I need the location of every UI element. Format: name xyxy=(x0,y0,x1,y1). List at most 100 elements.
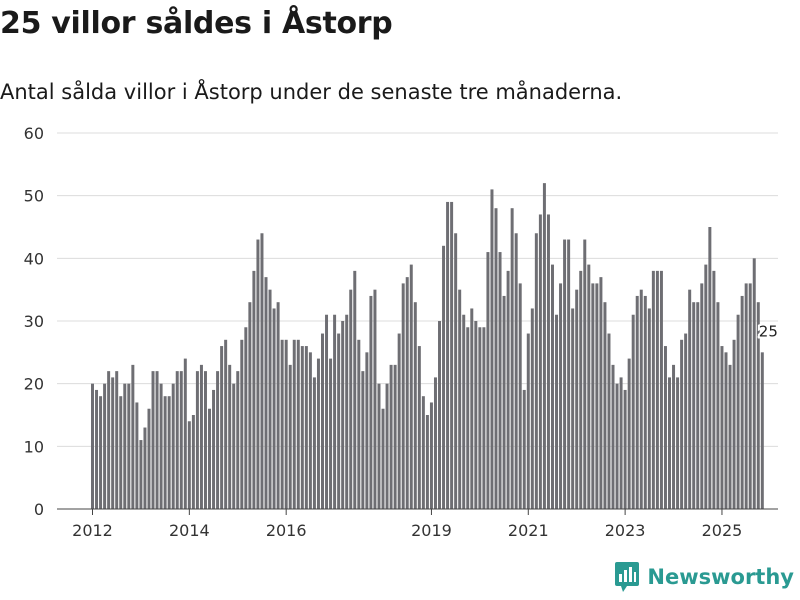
bar xyxy=(272,308,276,509)
bar xyxy=(748,283,752,509)
x-tick-label: 2025 xyxy=(702,521,743,540)
x-tick-label: 2014 xyxy=(169,521,210,540)
bar xyxy=(672,364,676,509)
bar xyxy=(203,371,207,509)
bar xyxy=(482,327,486,509)
bar xyxy=(333,314,337,509)
y-tick-label: 60 xyxy=(24,124,44,143)
bar xyxy=(627,358,631,509)
bar xyxy=(676,377,680,509)
y-tick-label: 20 xyxy=(24,375,44,394)
bar xyxy=(567,239,571,510)
bar xyxy=(603,302,607,509)
bar xyxy=(700,283,704,509)
bar xyxy=(514,233,518,509)
bar xyxy=(425,415,429,509)
bar xyxy=(692,302,696,509)
bar xyxy=(127,383,131,509)
bar xyxy=(240,339,244,509)
highlight-value-label: 25 xyxy=(759,322,778,340)
bar xyxy=(530,308,534,509)
chart-title: 25 villor såldes i Åstorp xyxy=(0,6,393,41)
bar xyxy=(631,314,635,509)
bar xyxy=(236,371,240,509)
bar xyxy=(107,371,111,509)
bar xyxy=(389,364,393,509)
bar xyxy=(284,339,288,509)
bar xyxy=(321,333,324,509)
y-tick-label: 10 xyxy=(24,437,44,456)
x-tick-label: 2019 xyxy=(411,521,452,540)
bar xyxy=(308,352,312,509)
bar xyxy=(147,408,151,509)
bar xyxy=(433,377,437,509)
bar xyxy=(131,364,135,509)
newsworthy-logo-icon xyxy=(615,562,640,592)
bar xyxy=(288,364,292,509)
y-tick-label: 40 xyxy=(24,249,44,268)
bar xyxy=(559,283,563,509)
bar xyxy=(643,295,647,509)
bar xyxy=(103,383,107,509)
bar xyxy=(369,295,373,509)
bar xyxy=(696,302,700,509)
bar xyxy=(195,371,199,509)
bar xyxy=(280,339,284,509)
bar xyxy=(555,314,559,509)
bar xyxy=(361,371,365,509)
bar xyxy=(619,377,623,509)
bar xyxy=(470,308,474,509)
bar xyxy=(353,270,357,509)
y-tick-label: 0 xyxy=(34,500,44,519)
bar xyxy=(111,377,115,509)
bar xyxy=(397,333,401,509)
bar xyxy=(720,346,724,509)
bar xyxy=(155,371,159,509)
bar xyxy=(143,427,147,509)
bar xyxy=(534,233,538,509)
bar xyxy=(575,289,579,509)
bar xyxy=(91,383,94,509)
bar xyxy=(454,233,458,509)
bar xyxy=(95,389,99,509)
bar xyxy=(401,283,405,509)
bar xyxy=(688,289,692,509)
bar xyxy=(373,289,377,509)
bar xyxy=(224,339,228,509)
bars xyxy=(91,183,764,510)
bar xyxy=(171,383,175,509)
bar xyxy=(417,346,421,509)
bar xyxy=(651,270,655,509)
x-tick-label: 2023 xyxy=(605,521,646,540)
bar xyxy=(212,389,216,509)
bar xyxy=(647,308,651,509)
bar xyxy=(728,364,732,509)
bar xyxy=(115,371,119,509)
bar xyxy=(740,295,744,509)
bar xyxy=(502,295,506,509)
bar xyxy=(159,383,163,509)
bar xyxy=(611,364,615,509)
bar xyxy=(542,183,546,509)
bar xyxy=(583,239,587,510)
bar xyxy=(276,302,280,509)
bar xyxy=(341,321,345,509)
bar xyxy=(623,389,627,509)
bar xyxy=(663,346,667,509)
bar xyxy=(668,377,671,509)
bar xyxy=(187,421,191,509)
chart-subtitle: Antal sålda villor i Åstorp under de sen… xyxy=(0,80,623,104)
bar xyxy=(421,396,425,509)
bar xyxy=(304,346,308,509)
bar xyxy=(486,252,490,510)
bar xyxy=(312,377,316,509)
bar xyxy=(99,396,103,509)
bar xyxy=(639,289,643,509)
bar xyxy=(409,264,413,509)
bar xyxy=(208,408,212,509)
brand-logo: Newsworthy xyxy=(615,562,794,592)
bar xyxy=(365,352,369,509)
bar xyxy=(119,396,123,509)
bar xyxy=(736,314,740,509)
